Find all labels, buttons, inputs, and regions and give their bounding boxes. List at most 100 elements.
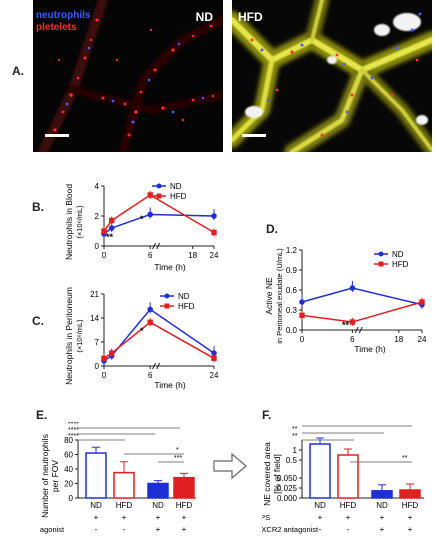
chartD-xtick-label: 24 [418,335,427,344]
micrograph-nd: neutrophils pletelets ND [33,0,223,152]
chartB-legend-label: ND [170,182,182,191]
chartC-point-nd [211,350,217,356]
chartB-point-nd [147,211,153,218]
chartF-lps-mark: + [318,513,323,522]
chartF-ytick-label: 0.000 [277,494,298,503]
chartD-ytick-label: 0.6 [286,286,298,295]
chartE-sig-label: **** [68,433,79,440]
chartB-point-hfd [109,217,115,224]
chartC-ytick-label: 21 [90,290,99,299]
chartC-xtick-label: 24 [210,371,219,380]
chartE-sig-label: * [176,447,179,454]
micrograph-hfd: HFD [232,0,432,152]
chartB-legend-marker [156,193,162,199]
chartE-ytick-label: 20 [64,480,73,489]
chartD-legend-marker [378,251,384,257]
panel-a-letter: A. [12,64,24,78]
chartB-series-hfd-line [103,194,215,234]
chartB-point-hfd [101,228,107,234]
chartD-point-hfd [349,319,356,325]
panel-f-letter: F. [262,408,272,422]
chartE-cxcr2-mark: + [156,525,161,534]
chartD-point-nd [349,285,356,291]
chartB-point-nd [211,213,217,219]
chartF-lps-label: LPS [262,513,270,522]
chartF-cxcr2-mark: + [408,525,413,534]
micrograph-nd-image [33,0,223,152]
chartC-xtick-label: 0 [102,371,107,380]
legend-platelets: pletelets [36,22,77,33]
chartD-series-hfd-line [301,301,423,323]
chartE-bar-1 [85,452,107,499]
chartC-point-hfd [211,355,217,361]
chartF-sig-label: ** [402,455,408,462]
chartC-point-hfd [101,355,107,361]
chart-d: Active NE in Peritoneal exudate (U/mL) 0… [264,246,427,354]
chartF-category-label: ND [314,501,326,510]
chart-e-ylabel: Number of neutrophils [40,434,50,518]
chartF-ytick-label: 0.050 [277,474,298,483]
chartB-series-nd-line [103,213,215,235]
chartE-sig-label: *** [174,455,182,462]
chartF-sig-label: **** [292,422,303,426]
chartD-ytick-label: 1.2 [286,246,298,255]
chartE-cxcr2-mark: - [95,525,98,534]
chartE-bar-3 [147,482,169,499]
chartB-xtick-label: 0 [102,251,107,260]
chartF-sig-label: ** [292,426,298,433]
chartF-bar-4 [399,489,421,499]
chartE-cxcr2-mark: + [182,525,187,534]
chart-f: NE covered area [% of field] 0.0000.0250… [262,422,424,534]
chartC-legend-label: ND [178,292,190,301]
chartC-series-hfd-line [103,321,215,359]
chart-d-ylabel2: in Peritoneal exudate (U/mL) [275,248,284,344]
chartE-bar-4 [173,476,195,499]
chartF-cxcr2-label: CXCR2 antagonist [262,525,319,534]
chartC-axis-break [152,362,157,370]
chartF-cxcr2-mark: + [380,525,385,534]
chartC-significance: * [140,326,144,336]
chartE-lps-mark: + [182,513,187,522]
chartC-axis-break [156,362,161,370]
chartC-ytick-label: 0 [95,362,100,371]
chartE-lps-mark: + [156,513,161,522]
chartC-xtick-label: 6 [148,371,153,380]
chartF-ytick-label: 0.025 [277,484,298,493]
chartF-lps-mark: + [380,513,385,522]
chart-b-yunit: (×10⁶/mL) [75,205,84,239]
chart-c-yunit: (×10⁶/mL) [75,319,84,353]
chartD-point-hfd [299,312,305,319]
chartE-sig-label: **** [68,427,79,434]
chartE-category-label: ND [152,501,164,510]
chartD-point-nd [299,299,305,305]
chartF-ytick-label: 0.5 [286,456,298,465]
chartF-category-label: ND [376,501,388,510]
chartF-bar-3 [371,490,393,499]
chartE-cxcr2-label: CXCR2 antagonist [40,525,65,534]
chartD-ytick-label: 0.0 [286,326,298,335]
chartB-axis-break [152,242,157,250]
chartF-cxcr2-mark: - [319,525,322,534]
chartF-cxcr2-mark: - [347,525,350,534]
chart-e-ylabel2: per FOV [50,460,60,492]
chartF-sig-label: ** [292,433,298,440]
chartB-point-hfd [211,229,217,236]
chartE-lps-mark: + [122,513,127,522]
chartC-point-hfd [147,319,153,325]
chartC-series-nd-line [103,308,215,362]
chartB-point-nd [108,225,115,231]
chartD-xtick-label: 18 [394,335,403,344]
chartE-ytick-label: 40 [64,465,73,474]
panel-e-letter: E. [36,408,48,422]
arrow-icon [213,452,247,480]
chartE-sig-label: **** [68,422,79,428]
chartB-ytick-label: 4 [95,182,100,191]
chartC-legend-marker [164,293,170,299]
chartB-xtick-label: 24 [210,251,219,260]
chart-c-ylabel: Neutrophils in Peritoneum [64,287,74,385]
chartB-xtick-label: 18 [188,251,197,260]
chartE-category-label: ND [90,501,102,510]
chartD-significance: ** [342,320,350,330]
